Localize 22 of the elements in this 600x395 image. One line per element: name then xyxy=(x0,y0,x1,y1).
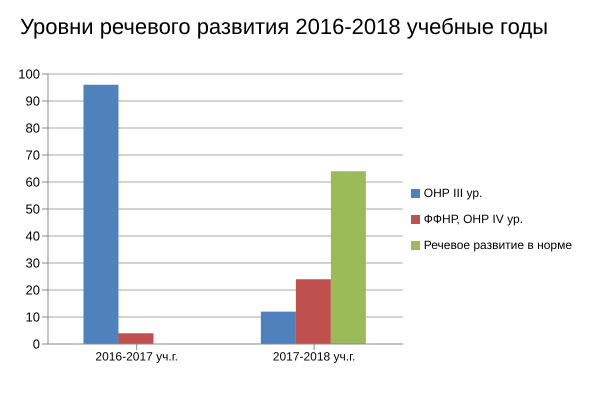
bar xyxy=(260,312,296,344)
legend-label: Речевое развитие в норме xyxy=(424,238,572,252)
y-tick-label: 10 xyxy=(26,310,40,325)
bar xyxy=(118,333,154,344)
y-tick-label: 30 xyxy=(26,256,40,271)
y-tick-label: 0 xyxy=(32,336,40,352)
chart-title: Уровни речевого развития 2016-2018 учебные годы xyxy=(19,13,549,41)
y-tick-label: 90 xyxy=(26,94,40,109)
y-tick-label: 50 xyxy=(26,202,40,217)
y-tick-label: 40 xyxy=(26,228,40,244)
y-tick-label: 70 xyxy=(26,148,40,163)
y-tick-label: 20 xyxy=(26,282,40,298)
y-tick-label: 80 xyxy=(26,120,40,136)
legend-label: ФФНР, ОНР IV ур. xyxy=(424,212,523,226)
bar xyxy=(83,84,118,344)
y-tick-label: 60 xyxy=(26,174,40,190)
x-tick-label: 2016-2017 уч.г. xyxy=(95,350,178,364)
bar xyxy=(296,279,331,344)
legend-label: ОНР III ур. xyxy=(424,186,482,200)
x-tick-label: 2017-2018 уч.г. xyxy=(272,350,356,364)
y-tick-label: 100 xyxy=(18,66,40,82)
bar xyxy=(330,171,366,344)
